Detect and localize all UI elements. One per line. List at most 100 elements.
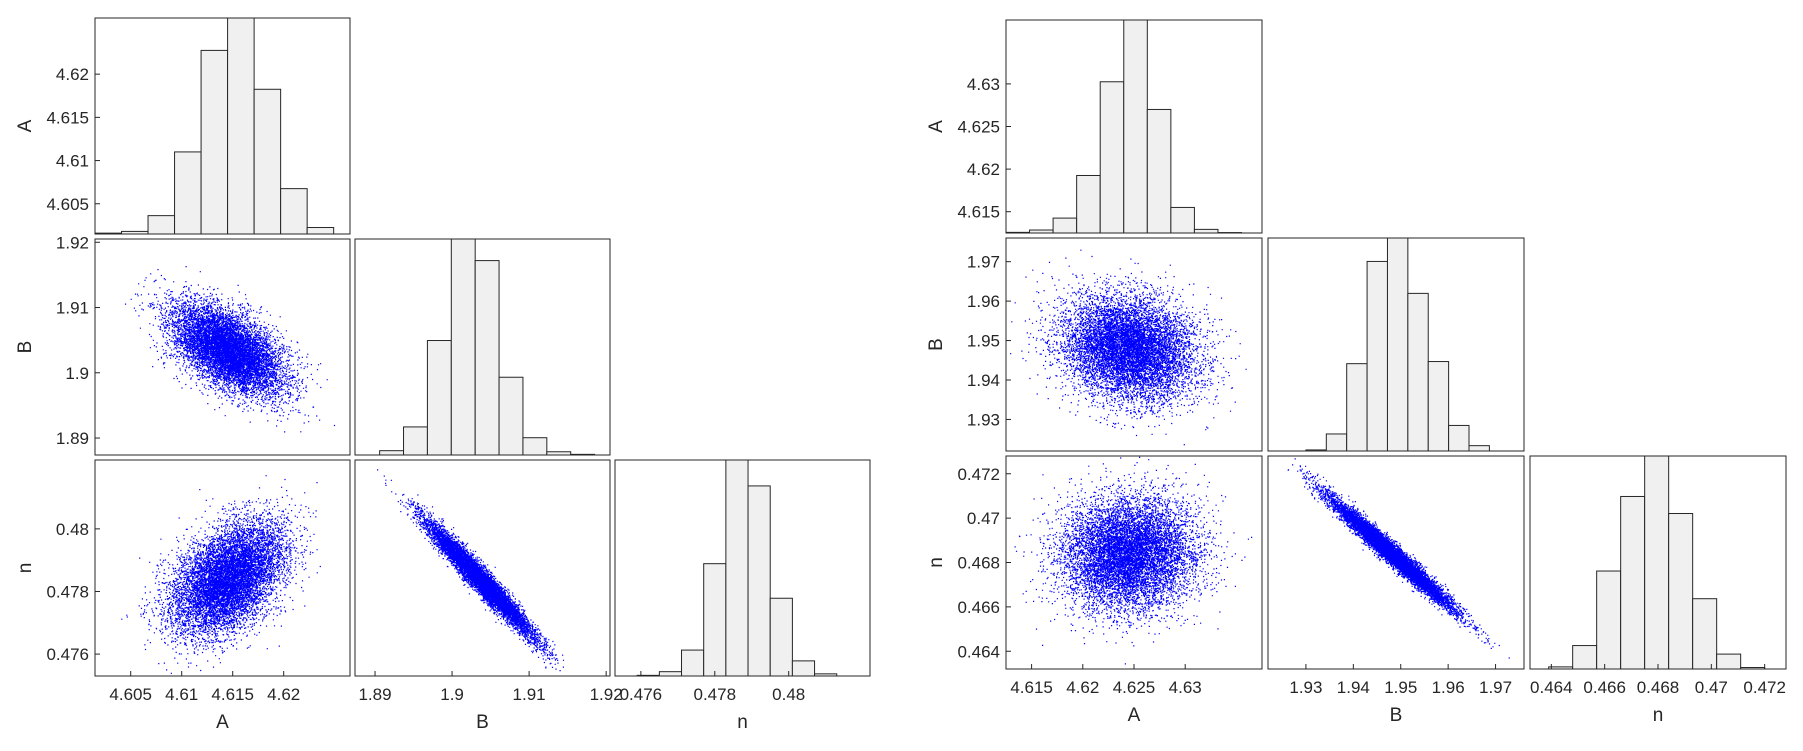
histogram-bar-A-5 [1099,81,1125,234]
histogram-bar-A-5 [200,49,229,235]
y-axis-label-B: B [926,338,947,351]
panel-B-vs-A: 1.89 1.9 1.91 1.92 B [15,233,351,456]
x-axis-label-n: n [1653,705,1664,726]
panel-frame [1267,237,1525,452]
x-tick-label-A: 4.62 [1066,678,1099,697]
y-tick-label-n: 0.47 [967,509,1000,528]
x-tick-label-A: 4.62 [267,685,300,704]
y-tick-label-B: 1.89 [56,429,89,448]
histogram-bar-B-3 [426,340,452,456]
x-tick-label-A: 4.615 [1010,678,1053,697]
histogram-bar-n-8 [1716,653,1742,670]
histogram-bar-B-5 [1386,237,1409,452]
y-axis-label-B: B [15,341,36,354]
histogram-bar-B-5 [474,260,500,456]
panel-n-vs-B: 1.89 1.9 1.91 1.92 B [354,459,623,733]
panel-frame [354,459,611,677]
x-tick-label-B: 1.94 [1337,678,1370,697]
x-tick-label-A: 4.61 [165,685,198,704]
x-tick-label-A: 4.605 [109,685,152,704]
y-tick-label-n: 0.464 [957,642,1000,661]
panel-frame [1005,237,1263,452]
histogram-bar-n-3 [1596,570,1622,670]
histogram-bar-B-2 [1325,433,1348,452]
x-axis-label-A: A [1128,705,1141,726]
histogram-bar-n-8 [791,660,816,677]
histogram-bar-n-5 [725,459,749,677]
x-axis-label-n: n [737,712,748,733]
panel-B-vs-A: 1.93 1.94 1.95 1.96 1.97 B [926,237,1263,452]
x-tick-label-B: 1.97 [1479,678,1512,697]
x-axis-label-B: B [1390,705,1403,726]
histogram-bar-A-8 [1170,206,1195,234]
histogram-bar-B-6 [498,376,524,456]
scatter-points-B-n [1287,458,1510,659]
y-tick-label-n: 0.466 [957,598,1000,617]
y-tick-label-B: 1.94 [967,371,1000,390]
histogram-bar-A-3 [1052,217,1078,234]
histogram-bar-A-6 [227,17,255,235]
y-tick-label-B: 1.96 [967,292,1000,311]
corner-plot-2: 4.615 4.62 4.625 4.63 A 1.93 1.94 1.95 1.96 1.97 B… [926,19,1787,726]
x-tick-label-n: 0.47 [1695,678,1728,697]
y-tick-label-A: 4.62 [56,65,89,84]
histogram-bar-A-9 [306,227,335,235]
histogram-bar-A-8 [280,188,308,235]
y-axis-label-A: A [926,120,947,133]
histogram-bar-n-3 [681,649,705,677]
x-tick-label-B: 1.91 [513,685,546,704]
y-tick-label-n: 0.478 [46,582,89,601]
panel-n-vs-B: 1.93 1.94 1.95 1.96 1.97 B [1267,455,1525,726]
histogram-bar-n-4 [703,563,727,677]
y-tick-label-B: 1.97 [967,253,1000,272]
y-axis-label-n: n [926,557,947,568]
panel-frame [94,238,351,456]
corner-plot-1: 4.605 4.61 4.615 4.62 A 1.89 1.9 1.91 1.92 B 4.605… [15,17,871,733]
x-tick-label-A: 4.615 [211,685,254,704]
y-tick-label-B: 1.91 [56,299,89,318]
x-tick-label-B: 1.93 [1289,678,1322,697]
x-tick-label-B: 1.95 [1384,678,1417,697]
x-tick-label-B: 1.92 [590,685,623,704]
panel-A-vs-A: 4.605 4.61 4.615 4.62 A [15,17,351,235]
x-tick-label-B: 1.89 [358,685,391,704]
y-tick-label-A: 4.62 [967,160,1000,179]
histogram-bar-n-7 [1692,598,1718,670]
x-axis-label-A: A [216,712,229,733]
y-axis-label-A: A [15,119,36,132]
y-tick-label-B: 1.93 [967,410,1000,429]
histogram-bar-A-4 [174,151,202,235]
x-tick-label-B: 1.96 [1432,678,1465,697]
panel-frame [1267,455,1525,670]
histogram-bar-A-4 [1076,174,1101,234]
y-tick-label-B: 1.95 [967,332,1000,351]
histogram-bar-B-6 [1407,292,1429,452]
panel-B-vs-B [1267,237,1525,452]
x-tick-label-A: 4.63 [1169,678,1202,697]
y-tick-label-n: 0.48 [56,520,89,539]
scatter-points-A-B [1010,249,1247,446]
histogram-bar-B-4 [450,238,476,456]
histogram-bar-B-9 [1468,445,1490,452]
histogram-bar-A-7 [1146,108,1172,234]
scatter-points-A-n [1014,456,1253,665]
scatter-points-A-B [124,266,336,433]
x-tick-label-n: 0.476 [620,685,663,704]
panel-n-vs-A: 4.605 4.61 4.615 4.62 A 0.476 0.478 0.48 n [15,459,351,733]
x-tick-label-n: 0.472 [1743,678,1786,697]
y-tick-label-B: 1.9 [65,364,89,383]
panel-B-vs-B [354,238,611,456]
histogram-bar-B-7 [522,437,548,456]
histogram-bar-n-7 [769,597,793,677]
histogram-bar-B-1 [379,450,405,456]
y-tick-label-A: 4.615 [957,203,1000,222]
y-axis-label-n: n [15,563,36,574]
histogram-bar-n-2 [658,671,683,677]
x-tick-label-n: 0.478 [694,685,737,704]
histogram-bar-A-6 [1123,19,1148,234]
histogram-bar-n-6 [747,485,771,677]
y-tick-label-n: 0.468 [957,554,1000,573]
panel-n-vs-n: 0.464 0.466 0.468 0.47 0.472 n [1529,455,1787,726]
histogram-bar-B-7 [1427,361,1450,452]
